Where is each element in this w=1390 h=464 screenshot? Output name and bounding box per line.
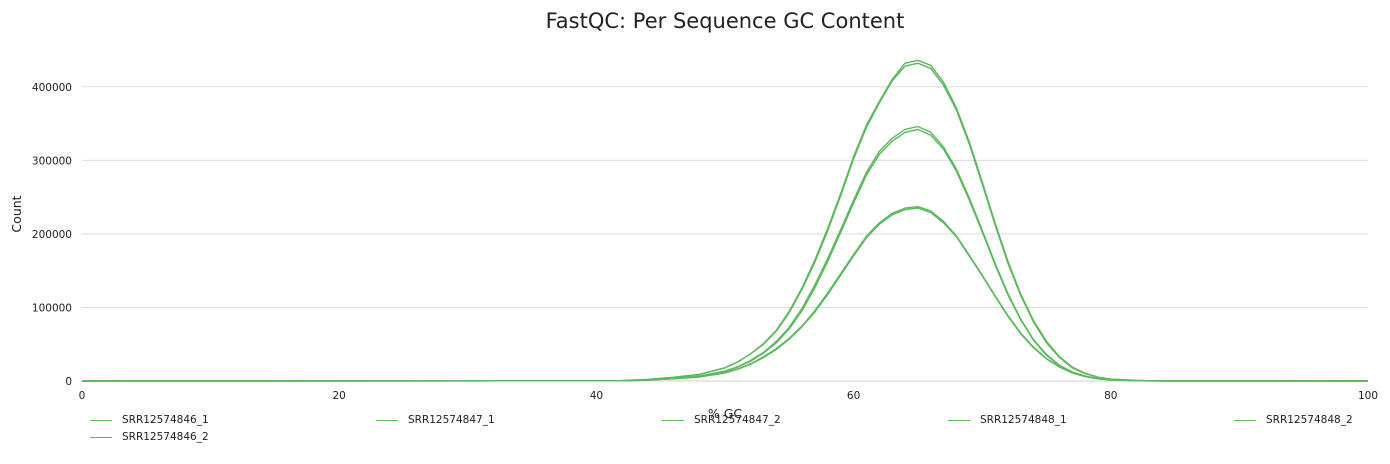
legend-item[interactable]: SRR12574848_2 [1234, 414, 1353, 426]
legend-swatch [90, 419, 112, 421]
legend-label: SRR12574848_1 [980, 414, 1067, 426]
series-line-SRR12574848_2[interactable] [81, 205, 1369, 382]
y-tick-label: 0 [65, 376, 72, 388]
y-tick-label: 300000 [32, 155, 72, 167]
series-line-SRR12574846_1[interactable] [81, 62, 1369, 382]
legend-swatch [1234, 419, 1256, 421]
x-tick-label: 80 [1104, 390, 1117, 402]
series-line-SRR12574847_2[interactable] [81, 125, 1369, 382]
y-tick-label: 100000 [32, 302, 72, 314]
series-line-SRR12574846_2[interactable] [81, 59, 1369, 382]
y-tick-label: 200000 [32, 229, 72, 241]
x-tick-label: 40 [590, 390, 603, 402]
legend-swatch [948, 419, 970, 421]
legend-label: SRR12574847_1 [408, 414, 495, 426]
chart-title: FastQC: Per Sequence GC Content [546, 9, 905, 33]
x-axis-label: % GC [708, 406, 743, 421]
x-tick-label: 20 [333, 390, 346, 402]
legend-swatch [90, 436, 112, 438]
series-line-SRR12574847_1[interactable] [81, 128, 1369, 382]
x-tick-label: 60 [847, 390, 860, 402]
legend-item[interactable]: SRR12574846_1 [90, 414, 209, 426]
legend-label: SRR12574846_1 [122, 414, 209, 426]
legend-item[interactable]: SRR12574848_1 [948, 414, 1067, 426]
y-tick-label: 400000 [32, 82, 72, 94]
legend-label: SRR12574848_2 [1266, 414, 1353, 426]
legend-swatch [376, 419, 398, 421]
grid-layer [82, 86, 1368, 308]
legend-item[interactable]: SRR12574847_2 [662, 414, 781, 426]
axis-layer: 0 100000 200000 300000 400000 0 20 40 60 80 100 [32, 82, 1378, 402]
x-tick-label: 100 [1358, 390, 1378, 402]
y-axis-label: Count [9, 195, 24, 232]
legend-item[interactable]: SRR12574847_1 [376, 414, 495, 426]
legend-item[interactable]: SRR12574846_2 [90, 431, 209, 443]
chart-legend: SRR12574846_1 SRR12574847_1 SRR12574847_2 S… [90, 414, 1380, 454]
legend-swatch [662, 419, 684, 421]
legend-label: SRR12574847_2 [694, 414, 781, 426]
legend-label: SRR12574846_2 [122, 431, 209, 443]
x-tick-label: 0 [79, 390, 86, 402]
series-layer [81, 59, 1369, 382]
